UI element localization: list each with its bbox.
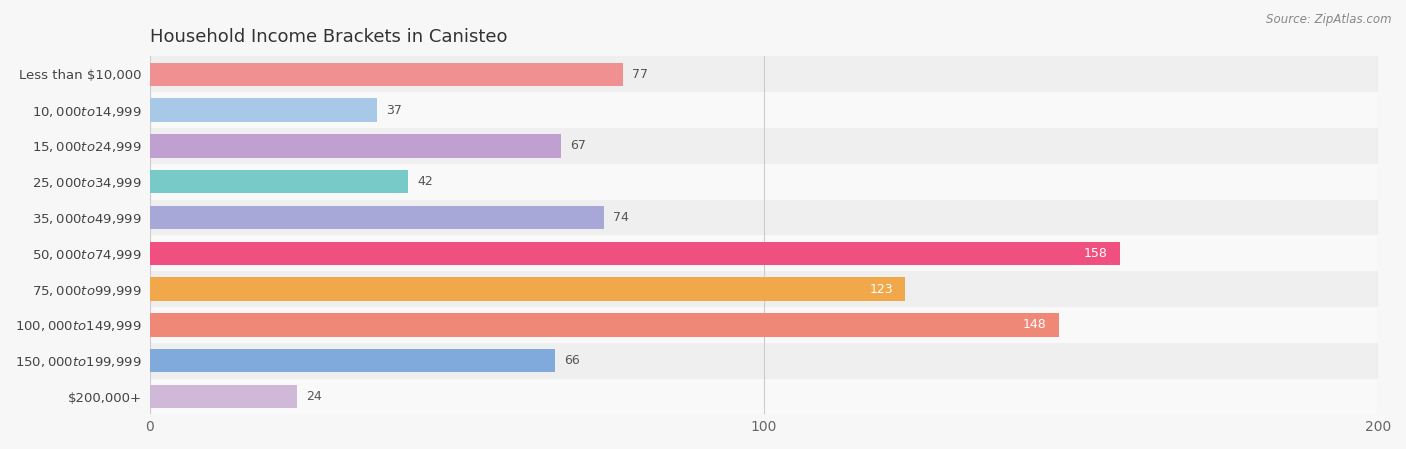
Text: 67: 67 (571, 139, 586, 152)
Bar (150, 200, 1378, 235)
Bar (150, 170, 408, 194)
Bar (150, 349, 555, 372)
Bar (150, 385, 297, 408)
Bar (150, 134, 561, 158)
Text: 77: 77 (631, 68, 648, 81)
Bar (150, 235, 1378, 271)
Text: 74: 74 (613, 211, 630, 224)
Text: Household Income Brackets in Canisteo: Household Income Brackets in Canisteo (150, 28, 508, 46)
Bar (150, 62, 623, 86)
Text: 158: 158 (1084, 247, 1108, 260)
Bar (150, 206, 605, 229)
Bar (150, 343, 1378, 379)
Bar (150, 242, 1121, 265)
Text: 24: 24 (307, 390, 322, 403)
Bar (150, 164, 1378, 200)
Bar (150, 271, 1378, 307)
Text: Source: ZipAtlas.com: Source: ZipAtlas.com (1267, 13, 1392, 26)
Text: 37: 37 (387, 104, 402, 117)
Text: 123: 123 (869, 282, 893, 295)
Bar (150, 92, 1378, 128)
Bar (150, 379, 1378, 414)
Bar (150, 313, 1059, 337)
Bar (150, 57, 1378, 92)
Bar (150, 98, 377, 122)
Text: 42: 42 (418, 175, 433, 188)
Bar (150, 307, 1378, 343)
Bar (150, 277, 905, 301)
Text: 66: 66 (564, 354, 581, 367)
Text: 148: 148 (1022, 318, 1046, 331)
Bar (150, 128, 1378, 164)
